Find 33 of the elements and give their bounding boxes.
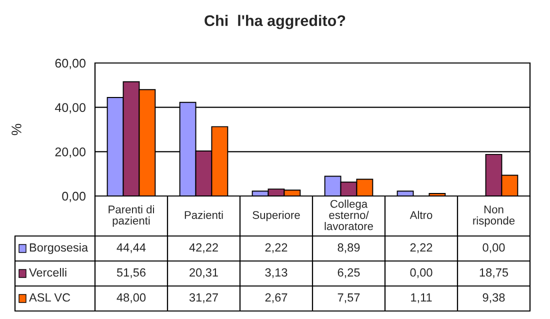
x-tick-label: Collega esterno/lavoratore: [324, 200, 373, 230]
data-label: 18,75: [480, 268, 508, 278]
y-tick-label: 60,00: [55, 58, 86, 70]
x-tick-label: Pazienti: [184, 210, 223, 219]
y-tick-label: 0,00: [62, 192, 86, 202]
data-label: 2,22: [410, 243, 432, 254]
data-label: 0,00: [482, 243, 505, 254]
data-label: 0,00: [410, 268, 432, 278]
data-label: 3,13: [265, 268, 288, 278]
data-label: 48,00: [116, 293, 146, 304]
x-tick-label: Non risponde: [473, 206, 515, 227]
data-label: 31,27: [189, 293, 218, 304]
x-tick-label: Altro: [410, 210, 432, 219]
data-label: 9,38: [482, 293, 505, 304]
chart-title: Chi l'ha aggredito?: [204, 14, 346, 30]
data-label: 8,89: [338, 243, 360, 254]
data-label: 44,44: [116, 243, 146, 254]
y-tick-label: 20,00: [55, 147, 86, 158]
y-axis-title: %: [12, 124, 22, 136]
x-tick-label: Parenti di pazienti: [108, 205, 154, 227]
legend-label: Vercelli: [29, 268, 66, 277]
data-label: 7,57: [338, 293, 360, 304]
data-label: 6,25: [338, 268, 360, 278]
data-label: 2,67: [265, 293, 288, 304]
data-label: 20,31: [190, 268, 218, 278]
legend-label: Borgosesia: [30, 242, 88, 254]
data-label: 2,22: [265, 243, 288, 254]
data-label: 51,56: [116, 268, 146, 278]
data-label: 42,22: [189, 243, 218, 254]
y-tick-label: 40,00: [54, 103, 86, 114]
legend-label: ASL VC: [29, 293, 70, 302]
x-tick-label: Superiore: [252, 210, 300, 222]
data-label: 1,11: [411, 293, 432, 304]
